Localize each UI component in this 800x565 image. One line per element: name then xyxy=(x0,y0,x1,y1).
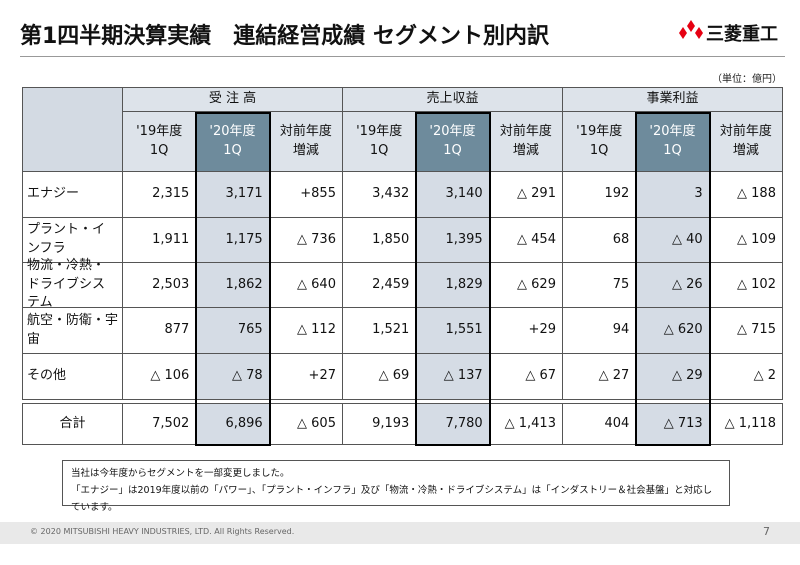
footer-bar: © 2020 MITSUBISHI HEAVY INDUSTRIES, LTD.… xyxy=(0,522,800,544)
column-header: '19年度 1Q xyxy=(123,112,197,172)
total-cell: 6,896 xyxy=(196,403,270,445)
value-cell: △ 736 xyxy=(269,218,343,263)
total-cell: △ 713 xyxy=(636,403,710,445)
total-cell: △ 605 xyxy=(269,403,343,445)
title: 第1四半期決算実績 連結経営成績 セグメント別内訳 xyxy=(20,24,549,49)
value-cell: △ 454 xyxy=(489,218,563,263)
group-header: 事業利益 xyxy=(563,87,783,112)
value-cell: △ 620 xyxy=(636,308,710,354)
value-cell: △ 40 xyxy=(636,218,710,263)
copyright: © 2020 MITSUBISHI HEAVY INDUSTRIES, LTD.… xyxy=(30,527,295,536)
value-cell: +29 xyxy=(489,308,563,354)
total-cell: △ 1,118 xyxy=(709,403,783,445)
value-cell: 3 xyxy=(636,172,710,218)
group-header: 売上収益 xyxy=(343,87,563,112)
value-cell: △ 188 xyxy=(709,172,783,218)
total-cell: 7,502 xyxy=(123,403,197,445)
value-cell: 877 xyxy=(123,308,197,354)
row-label: その他 xyxy=(22,354,123,400)
value-cell: 2,459 xyxy=(343,263,417,308)
note: 当社は今年度からセグメントを一部変更しました。 xyxy=(71,468,290,479)
value-cell: 1,829 xyxy=(416,263,490,308)
value-cell: △ 137 xyxy=(416,354,490,400)
value-cell: 1,175 xyxy=(196,218,270,263)
value-cell: +855 xyxy=(269,172,343,218)
logo-text: 三菱重工 xyxy=(706,24,778,45)
value-cell: 3,140 xyxy=(416,172,490,218)
logo-mark xyxy=(679,20,703,39)
value-cell: △ 629 xyxy=(489,263,563,308)
total-cell: 9,193 xyxy=(343,403,417,445)
row-label: プラント・インフラ xyxy=(22,218,123,263)
column-header: '19年度 1Q xyxy=(563,112,637,172)
value-cell: +27 xyxy=(269,354,343,400)
total-cell: △ 1,413 xyxy=(489,403,563,445)
total-cell: 7,780 xyxy=(416,403,490,445)
value-cell: △ 112 xyxy=(269,308,343,354)
row-label: 物流・冷熱・ ドライブシステム xyxy=(22,258,123,310)
total-cell: 404 xyxy=(563,403,637,445)
value-cell: 1,521 xyxy=(343,308,417,354)
value-cell: 2,503 xyxy=(123,263,197,308)
unit: （単位：億円） xyxy=(712,74,782,85)
row-label: 航空・防衛・宇宙 xyxy=(22,308,123,354)
notes-box: 当社は今年度からセグメントを一部変更しました。 「エナジー」は2019年度以前の… xyxy=(62,460,730,513)
column-header: '20年度 1Q xyxy=(196,112,270,172)
value-cell: 94 xyxy=(563,308,637,354)
value-cell: △ 69 xyxy=(343,354,417,400)
value-cell: △ 27 xyxy=(563,354,637,400)
value-cell: 68 xyxy=(563,218,637,263)
value-cell: 765 xyxy=(196,308,270,354)
value-cell: 1,395 xyxy=(416,218,490,263)
value-cell: △ 291 xyxy=(489,172,563,218)
column-header: '20年度 1Q xyxy=(416,112,490,172)
value-cell: 3,432 xyxy=(343,172,417,218)
value-cell: △ 78 xyxy=(196,354,270,400)
value-cell: △ 106 xyxy=(123,354,197,400)
value-cell: 3,171 xyxy=(196,172,270,218)
value-cell: △ 29 xyxy=(636,354,710,400)
note: 「エナジー」は2019年度以前の「パワー」、「プラント・インフラ」及び「物流・冷… xyxy=(71,485,713,513)
value-cell: 2,315 xyxy=(123,172,197,218)
value-cell: 1,862 xyxy=(196,263,270,308)
column-header: '19年度 1Q xyxy=(343,112,417,172)
column-header: 対前年度 増減 xyxy=(709,112,783,172)
value-cell: 192 xyxy=(563,172,637,218)
group-header: 受 注 高 xyxy=(123,87,343,112)
column-header: 対前年度 増減 xyxy=(269,112,343,172)
corner xyxy=(22,87,123,172)
total-label: 合計 xyxy=(22,403,123,445)
column-header: '20年度 1Q xyxy=(636,112,710,172)
row-label: エナジー xyxy=(22,172,123,218)
rule xyxy=(20,56,785,57)
value-cell: 1,911 xyxy=(123,218,197,263)
value-cell: 75 xyxy=(563,263,637,308)
value-cell: 1,850 xyxy=(343,218,417,263)
page-number: 7 xyxy=(763,525,770,538)
value-cell: △ 109 xyxy=(709,218,783,263)
value-cell: △ 2 xyxy=(709,354,783,400)
value-cell: △ 102 xyxy=(709,263,783,308)
value-cell: △ 67 xyxy=(489,354,563,400)
value-cell: △ 26 xyxy=(636,263,710,308)
column-header: 対前年度 増減 xyxy=(489,112,563,172)
value-cell: 1,551 xyxy=(416,308,490,354)
value-cell: △ 640 xyxy=(269,263,343,308)
value-cell: △ 715 xyxy=(709,308,783,354)
